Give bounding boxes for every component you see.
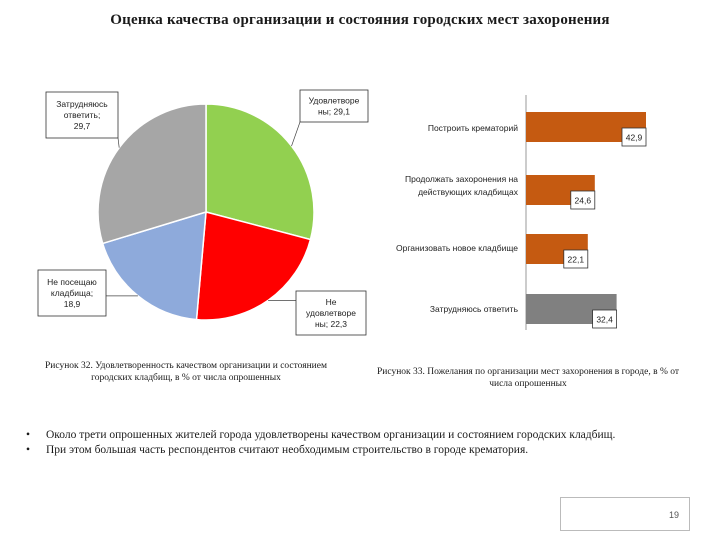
pie-slice <box>205 103 315 241</box>
pie-data-label: Удовлетворе ны; 29,1 <box>309 96 360 117</box>
bar-value-box <box>621 127 647 147</box>
bar-category-label: Построить крематорий <box>428 123 518 133</box>
pie-data-label: Затрудняюсь ответить; 29,7 <box>56 99 108 131</box>
pie-data-label-line: Не <box>326 297 337 307</box>
pie-slice <box>97 103 207 245</box>
pie-slice <box>101 210 207 321</box>
pie-data-label: Не удовлетворе ны; 22,3 <box>306 297 356 329</box>
pie-data-label-line: Удовлетворе <box>309 96 360 106</box>
pie-data-label-line: кладбища; <box>51 288 93 298</box>
pie-label-box <box>295 290 367 336</box>
bar-category-label: Организовать новое кладбище <box>396 243 518 253</box>
bar-value-box <box>570 190 596 210</box>
bar-value-label: 24,6 <box>575 196 592 206</box>
page-title: Оценка качества организации и состояния … <box>110 12 610 28</box>
pie-data-label-line: ответить; <box>64 110 101 120</box>
summary-bullets: Около трети опрошенных жителей города уд… <box>22 428 694 458</box>
pie-leader-line <box>291 121 301 147</box>
bar-value-label: 32,4 <box>596 315 613 325</box>
bullet-item: Около трети опрошенных жителей города уд… <box>22 428 694 443</box>
pie-data-label-line: ны; 22,3 <box>315 319 347 329</box>
bar-caption: Рисунок 33. Пожелания по организации мес… <box>376 367 680 389</box>
page-number: 19 <box>668 510 679 520</box>
bullet-item: При этом большая часть респондентов счит… <box>22 443 694 458</box>
pie-label-box <box>299 89 369 123</box>
pie-data-label-line: Затрудняюсь <box>56 99 108 109</box>
bar-category-line: Построить крематорий <box>428 123 518 133</box>
bar-value-box <box>592 309 617 329</box>
pie-data-label-line: 18,9 <box>64 299 81 309</box>
pie-data-label-line: 29,7 <box>74 121 91 131</box>
pie-label-box <box>37 269 107 317</box>
bar-chart: Построить крематорий 42,9 Продолжать захор… <box>396 95 647 330</box>
bar-value-box <box>563 249 589 269</box>
pie-caption: Рисунок 32. Удовлетворенность качеством … <box>45 361 327 383</box>
bar-category-label: Продолжать захоронения на действующих кла… <box>405 174 519 197</box>
page-number-box: 19 <box>560 497 690 531</box>
pie-data-label-line: удовлетворе <box>306 308 356 318</box>
bar-category-line: Продолжать захоронения на <box>405 174 518 184</box>
pie-leader-line <box>117 137 120 148</box>
pie-label-box <box>45 91 119 139</box>
pie-data-label-line: Не посещаю <box>47 277 97 287</box>
bar-category-line: Организовать новое кладбище <box>396 243 518 253</box>
pie-chart: Удовлетворе ны; 29,1 Не удовлетворе ны; 22,3… <box>37 89 369 336</box>
bar-value-label: 42,9 <box>626 133 643 143</box>
bar-value-label: 22,1 <box>568 255 585 265</box>
bar-category-line: Затрудняюсь ответить <box>430 304 519 314</box>
bar-category-line: действующих кладбищах <box>418 187 519 197</box>
pie-data-label-line: ны; 29,1 <box>318 107 350 117</box>
bar-category-label: Затрудняюсь ответить <box>430 304 519 314</box>
pie-data-label: Не посещаю кладбища; 18,9 <box>47 277 97 309</box>
